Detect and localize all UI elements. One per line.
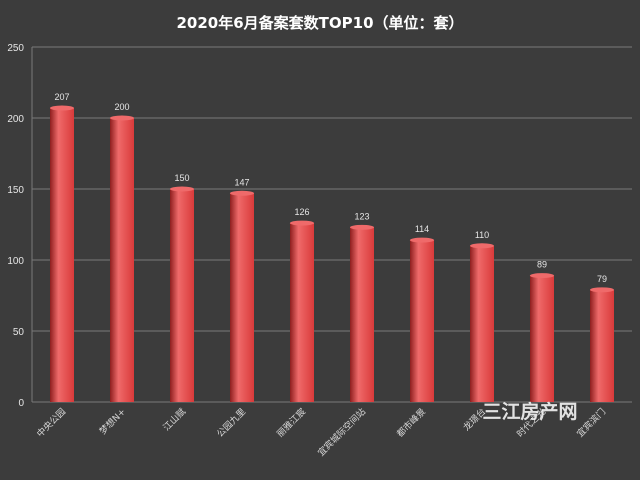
data-label: 114 bbox=[415, 224, 429, 234]
bar-group: 207 bbox=[50, 92, 74, 402]
bar-cap bbox=[230, 190, 254, 196]
data-label: 79 bbox=[597, 274, 607, 284]
bar-group: 150 bbox=[170, 173, 194, 402]
data-label: 147 bbox=[234, 177, 249, 187]
bar bbox=[290, 223, 314, 402]
bar-group: 114 bbox=[410, 224, 434, 402]
bar-group: 79 bbox=[590, 274, 614, 402]
bar-group: 147 bbox=[230, 177, 254, 402]
data-label: 207 bbox=[54, 92, 69, 102]
data-label: 89 bbox=[537, 260, 547, 270]
data-label: 110 bbox=[475, 230, 489, 240]
x-tick-label: 宜宾城际空间站 bbox=[315, 406, 368, 459]
x-tick-label: 梦想N+ bbox=[97, 406, 128, 437]
x-tick-label: 江山赋 bbox=[161, 406, 188, 433]
x-tick-label: 都市峰景 bbox=[394, 406, 428, 440]
data-label: 123 bbox=[354, 211, 369, 221]
bar bbox=[110, 118, 134, 402]
y-tick-label: 50 bbox=[13, 327, 25, 338]
bar-group: 89 bbox=[530, 260, 554, 402]
bar bbox=[350, 227, 374, 402]
bar-group: 123 bbox=[350, 211, 374, 402]
bar-cap bbox=[410, 237, 434, 243]
bar bbox=[410, 240, 434, 402]
bar bbox=[530, 275, 554, 402]
bar-group: 126 bbox=[290, 207, 314, 402]
data-label: 150 bbox=[174, 173, 189, 183]
bar-cap bbox=[530, 273, 554, 279]
y-tick-label: 250 bbox=[7, 43, 24, 54]
y-tick-label: 150 bbox=[7, 185, 24, 196]
bar-cap bbox=[290, 220, 314, 226]
bar-cap bbox=[50, 105, 74, 111]
bar-group: 110 bbox=[470, 230, 494, 402]
bar bbox=[230, 193, 254, 402]
bar bbox=[590, 289, 614, 402]
x-tick-label: 丽雅江宸 bbox=[274, 406, 308, 440]
bar-cap bbox=[590, 287, 614, 293]
chart-title: 2020年6月备案套数TOP10（单位：套） bbox=[176, 14, 463, 32]
data-label: 126 bbox=[294, 207, 309, 217]
bar bbox=[170, 189, 194, 402]
watermark: 三江房产网 bbox=[482, 400, 577, 423]
bar-cap bbox=[110, 115, 134, 121]
y-tick-label: 100 bbox=[7, 256, 24, 267]
bar bbox=[470, 245, 494, 402]
y-axis: 0 50 100 150 200 250 bbox=[7, 43, 33, 409]
bar-cap bbox=[350, 224, 374, 230]
y-tick-label: 200 bbox=[7, 114, 24, 125]
bar-cap bbox=[470, 243, 494, 249]
x-tick-label: 公园九里 bbox=[215, 406, 248, 439]
data-label: 200 bbox=[114, 102, 129, 112]
x-tick-label: 宜宾滨门 bbox=[574, 406, 608, 440]
y-tick-label: 0 bbox=[18, 398, 24, 409]
bar-group: 200 bbox=[110, 102, 134, 402]
x-tick-label: 中央公园 bbox=[34, 406, 68, 440]
bar bbox=[50, 108, 74, 402]
bars: 207 200 150 147 126 123 114 110 89 79 bbox=[50, 92, 614, 402]
bar-cap bbox=[170, 186, 194, 192]
